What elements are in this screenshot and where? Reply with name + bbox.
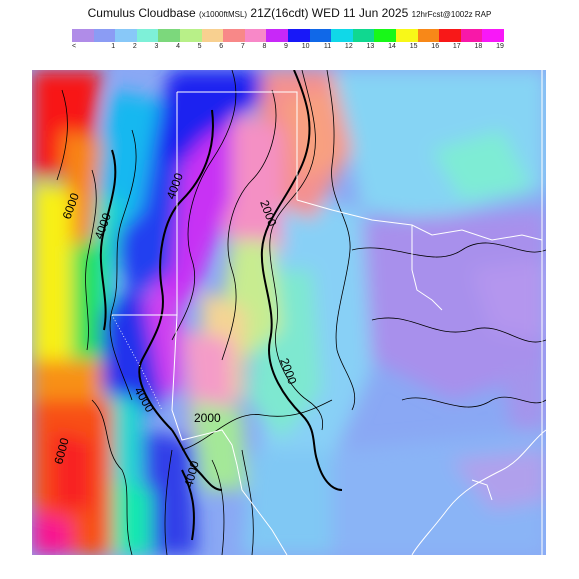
legend-swatch (439, 29, 461, 42)
legend-tick-label: 3 (154, 43, 159, 50)
legend-swatch (179, 29, 202, 42)
state-borders (112, 70, 543, 555)
legend-tick-label: 11 (323, 43, 332, 50)
contour-label: 2000 (194, 411, 221, 425)
legend-tick-label: 9 (284, 43, 288, 50)
cloudbase-map: 6000 4000 4000 2000 2000 2000 4000 6000 … (32, 70, 546, 555)
legend-swatch (395, 29, 418, 42)
contour-lines-bold (99, 70, 343, 541)
contour-label: 4000 (181, 459, 202, 489)
legend-tick-label: 18 (474, 43, 483, 50)
legend-swatch (482, 29, 504, 42)
legend-swatch (460, 29, 483, 42)
title-forecast: 12hrFcst@1002z RAP (411, 10, 492, 19)
legend-tick-label: 19 (496, 43, 504, 50)
legend-tick-label: 16 (431, 43, 440, 50)
legend-tick-label: < (72, 43, 77, 50)
coastline (411, 429, 546, 555)
map-title: Cumulus Cloudbase (x1000ftMSL) 21Z(16cdt… (0, 6, 579, 20)
title-main: Cumulus Cloudbase (87, 6, 196, 20)
legend-swatch (331, 29, 353, 42)
legend-swatch (266, 29, 288, 42)
map-panel: 6000 4000 4000 2000 2000 2000 4000 6000 … (32, 70, 546, 555)
contour-lines (56, 70, 546, 555)
legend-tick-label: 5 (197, 43, 202, 50)
title-valid-time: 21Z(16cdt) WED 11 Jun 2025 (250, 6, 409, 20)
title-units: (x1000ftMSL) (199, 10, 248, 19)
color-field (32, 70, 546, 555)
legend-tick-label: 7 (240, 43, 245, 50)
legend-swatch (72, 29, 94, 42)
legend-tick-label: 14 (388, 43, 396, 50)
legend-tick-label: 2 (132, 43, 137, 50)
legend-swatch (223, 29, 245, 42)
color-legend-ticks: <1 2 3 4 5 6 7 8 9 10 11 12 13 14 15 16 17 18 19 (72, 43, 504, 53)
legend-swatch (115, 29, 137, 42)
legend-tick-label: 12 (344, 43, 353, 50)
legend-swatch (374, 29, 396, 42)
legend-tick-label: 8 (262, 43, 267, 50)
legend-tick-label: 4 (176, 43, 180, 50)
contour-label: 6000 (51, 436, 72, 466)
legend-tick-label: 10 (301, 43, 310, 50)
legend-swatch (417, 29, 440, 42)
legend-swatch (93, 29, 116, 42)
legend-swatch (201, 29, 224, 42)
legend-tick-label: 1 (111, 43, 116, 50)
legend-tick-label: 15 (409, 43, 418, 50)
color-legend (72, 29, 504, 42)
legend-tick-label: 6 (219, 43, 224, 50)
legend-swatch (244, 29, 267, 42)
legend-tick-label: 17 (452, 43, 461, 50)
legend-swatch (352, 29, 375, 42)
legend-swatch (158, 29, 180, 42)
legend-tick-label: 13 (366, 43, 375, 50)
legend-swatch (136, 29, 159, 42)
legend-swatch (287, 29, 310, 42)
legend-swatch (309, 29, 332, 42)
